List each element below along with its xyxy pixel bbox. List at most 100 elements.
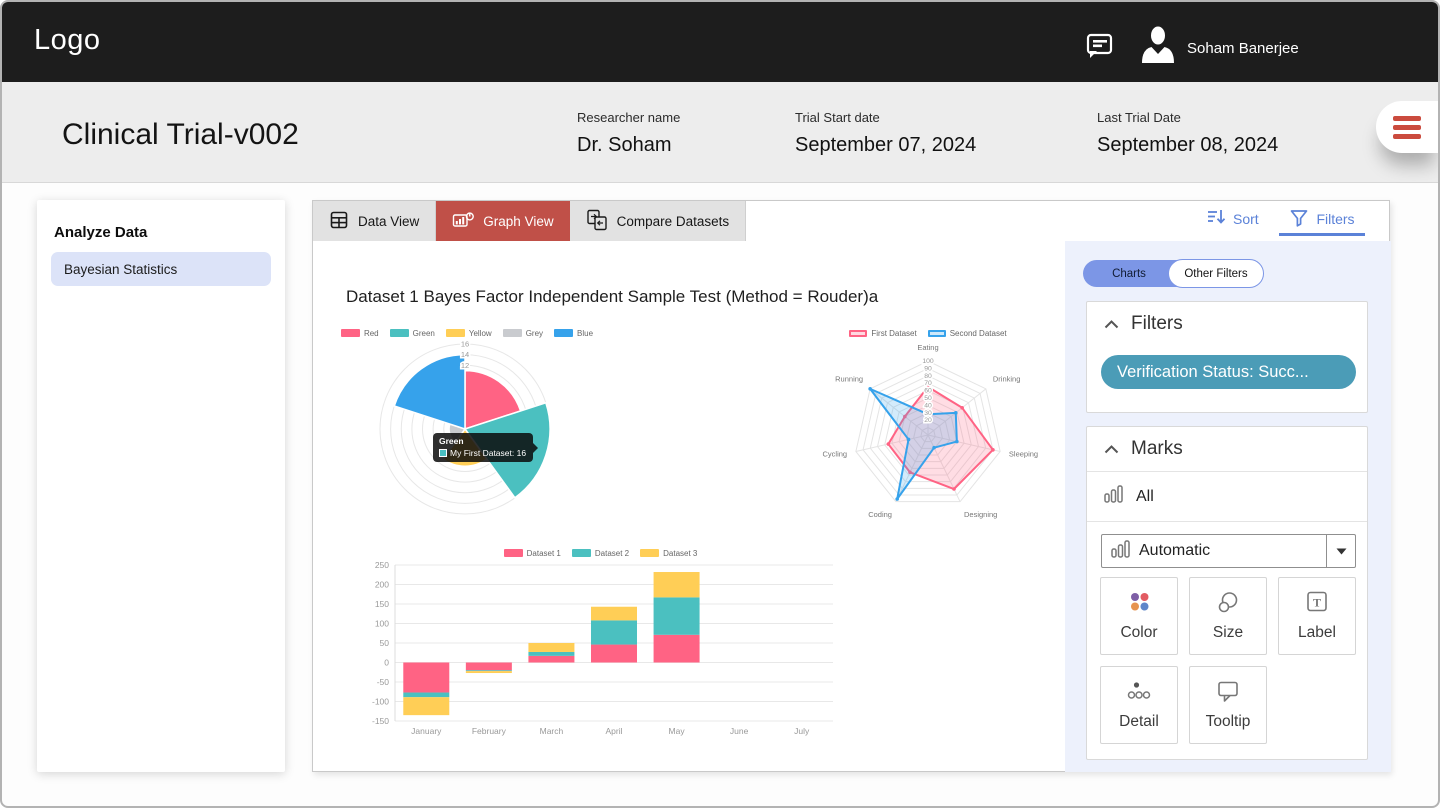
svg-text:20: 20 [924, 417, 932, 424]
svg-text:14: 14 [461, 350, 469, 359]
marks-buttons: Color Size [1100, 577, 1362, 744]
svg-text:Coding: Coding [868, 510, 892, 519]
table-icon [329, 210, 349, 233]
color-button[interactable]: Color [1100, 577, 1178, 655]
svg-text:80: 80 [924, 373, 932, 380]
svg-text:100: 100 [922, 358, 934, 365]
color-button-label: Color [1120, 624, 1158, 641]
tab-compare-datasets[interactable]: Compare Datasets [569, 201, 747, 241]
polar-chart-legend[interactable]: Red Green Yellow Grey Blue [340, 327, 593, 339]
svg-text:June: June [730, 726, 749, 736]
marks-all-label: All [1136, 487, 1154, 505]
sort-icon [1206, 208, 1226, 229]
svg-text:T: T [1313, 596, 1321, 610]
filters-label: Filters [1316, 211, 1355, 227]
toggle-charts[interactable]: Charts [1083, 260, 1175, 287]
label-button-label: Label [1298, 624, 1336, 641]
color-icon [1126, 590, 1152, 619]
tab-graph-view[interactable]: Graph View [436, 201, 570, 241]
sidebar-item-bayesian-statistics[interactable]: Bayesian Statistics [51, 252, 271, 286]
svg-text:April: April [605, 726, 622, 736]
svg-text:February: February [472, 726, 507, 736]
tooltip-swatch [439, 449, 447, 457]
mark-type-dropdown[interactable]: Automatic [1101, 534, 1356, 568]
filters-card-title: Filters [1131, 313, 1183, 334]
filter-panel: Charts Other Filters Filters Verificatio… [1065, 241, 1391, 772]
marks-card-header[interactable]: Marks [1087, 427, 1367, 472]
tooltip-arrow [533, 442, 539, 453]
radar-chart[interactable]: First Dataset Second Dataset Eating Drinki… [818, 327, 1038, 539]
svg-text:200: 200 [375, 580, 389, 590]
filters-card-header[interactable]: Filters [1087, 302, 1367, 346]
hamburger-bar [1393, 115, 1421, 121]
verification-status-chip[interactable]: Verification Status: Succ... [1101, 355, 1356, 389]
svg-text:90: 90 [924, 365, 932, 372]
size-icon [1215, 590, 1241, 619]
svg-text:-50: -50 [377, 677, 390, 687]
page-header: Clinical Trial-v002 Researcher name Dr. … [2, 82, 1438, 183]
svg-text:250: 250 [375, 560, 389, 570]
hamburger-menu-button[interactable] [1376, 101, 1438, 153]
polar-area-chart[interactable]: Red Green Yellow Grey Blue 12 14 16 [340, 327, 593, 535]
researcher-field: Researcher name Dr. Soham [577, 110, 680, 157]
mark-type-value: Automatic [1139, 542, 1211, 559]
tooltip-value: My First Dataset: 16 [450, 448, 527, 458]
filters-button[interactable]: Filters [1279, 205, 1365, 236]
marks-card: Marks All [1086, 426, 1368, 760]
size-button-label: Size [1212, 624, 1244, 641]
tooltip-icon [1215, 679, 1241, 708]
hamburger-bar [1393, 133, 1421, 139]
svg-text:Sleeping: Sleeping [1009, 449, 1038, 458]
label-button[interactable]: T Label [1278, 577, 1356, 655]
svg-text:40: 40 [924, 402, 932, 409]
marks-all-row[interactable]: All [1087, 472, 1367, 522]
svg-text:0: 0 [384, 658, 389, 668]
chevron-up-icon [1104, 313, 1119, 335]
tooltip-title: Green [439, 436, 464, 446]
researcher-label: Researcher name [577, 110, 681, 125]
trial-last-value: September 08, 2024 [1097, 134, 1279, 156]
stacked-bar-chart[interactable]: Dataset 1 Dataset 2 Dataset 3 -150 -100 -50 0… [363, 547, 838, 749]
bar-chart-icon [1104, 485, 1123, 508]
tooltip-button-label: Tooltip [1205, 713, 1251, 730]
hamburger-bar [1393, 124, 1421, 130]
radar-chart-legend[interactable]: First Dataset Second Dataset [818, 327, 1038, 339]
svg-text:100: 100 [375, 619, 389, 629]
sort-button[interactable]: Sort [1206, 208, 1259, 229]
svg-text:30: 30 [924, 410, 932, 417]
svg-text:12: 12 [461, 361, 469, 370]
svg-text:-150: -150 [372, 716, 389, 726]
researcher-value: Dr. Soham [577, 134, 672, 156]
chat-icon[interactable] [1086, 32, 1114, 60]
svg-text:-100: -100 [372, 697, 389, 707]
tooltip-button[interactable]: Tooltip [1189, 666, 1267, 744]
bar-chart-icon [1111, 539, 1130, 563]
svg-text:Designing: Designing [964, 510, 997, 519]
size-button[interactable]: Size [1189, 577, 1267, 655]
trial-last-field: Last Trial Date September 08, 2024 [1097, 110, 1278, 157]
sidebar-item-label: Bayesian Statistics [64, 261, 178, 277]
tab-label: Data View [358, 213, 420, 229]
svg-text:60: 60 [924, 388, 932, 395]
tab-data-view[interactable]: Data View [313, 201, 437, 241]
svg-text:May: May [669, 726, 686, 736]
toggle-other-filters[interactable]: Other Filters [1168, 259, 1264, 288]
toggle-charts-label: Charts [1112, 267, 1146, 280]
tab-label: Compare Datasets [616, 213, 730, 229]
caret-down-icon[interactable] [1326, 535, 1355, 567]
label-icon: T [1304, 590, 1330, 619]
bar-chart-legend[interactable]: Dataset 1 Dataset 2 Dataset 3 [363, 547, 838, 559]
svg-text:March: March [540, 726, 564, 736]
detail-button[interactable]: Detail [1100, 666, 1178, 744]
filters-card: Filters Verification Status: Succ... [1086, 301, 1368, 413]
user-avatar-icon[interactable] [1138, 26, 1178, 64]
chevron-up-icon [1104, 438, 1119, 460]
panel-toggle: Charts Other Filters [1083, 259, 1264, 288]
svg-text:Running: Running [835, 374, 863, 383]
compare-icon [586, 209, 608, 234]
detail-icon [1126, 679, 1152, 708]
svg-text:Drinking: Drinking [993, 374, 1021, 383]
svg-text:Cycling: Cycling [822, 449, 847, 458]
top-header: Logo Soham Banerjee [2, 2, 1438, 82]
